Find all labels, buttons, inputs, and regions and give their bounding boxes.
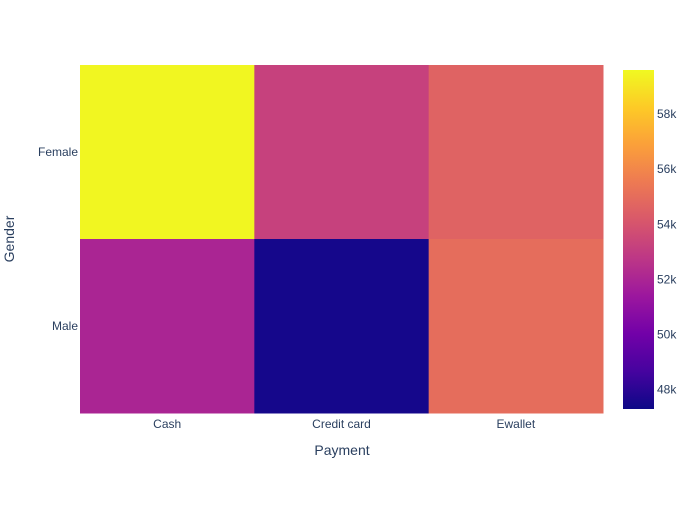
y-axis-title: Gender [1, 215, 17, 262]
colorbar [623, 70, 654, 409]
heatmap-cell-male-credit-card [254, 239, 430, 414]
x-axis-title: Payment [314, 442, 369, 458]
x-tick-label: Credit card [312, 417, 371, 431]
colorbar-tick-label: 48k [657, 383, 677, 397]
colorbar-tick-label: 54k [657, 217, 677, 231]
colorbar-ticks: 48k 50k 52k 54k 56k 58k [657, 107, 677, 397]
y-tick-label: Male [52, 319, 78, 333]
colorbar-tick-label: 50k [657, 328, 677, 342]
heatmap-cell-female-ewallet [428, 65, 604, 240]
heatmap-cell-female-cash [80, 65, 255, 240]
y-tick-label: Female [38, 145, 78, 159]
colorbar-tick-label: 56k [657, 162, 677, 176]
heatmap-cells [80, 65, 604, 414]
colorbar-tick-label: 52k [657, 272, 677, 286]
colorbar-gradient [623, 70, 654, 409]
y-axis-ticks: Female Male [38, 145, 78, 333]
heatmap-cell-male-cash [80, 239, 255, 414]
colorbar-tick-label: 58k [657, 107, 677, 121]
x-axis-ticks: Cash Credit card Ewallet [153, 417, 536, 431]
heatmap-cell-male-ewallet [428, 239, 604, 414]
x-tick-label: Ewallet [496, 417, 535, 431]
x-tick-label: Cash [153, 417, 181, 431]
heatmap-cell-female-credit-card [254, 65, 430, 240]
